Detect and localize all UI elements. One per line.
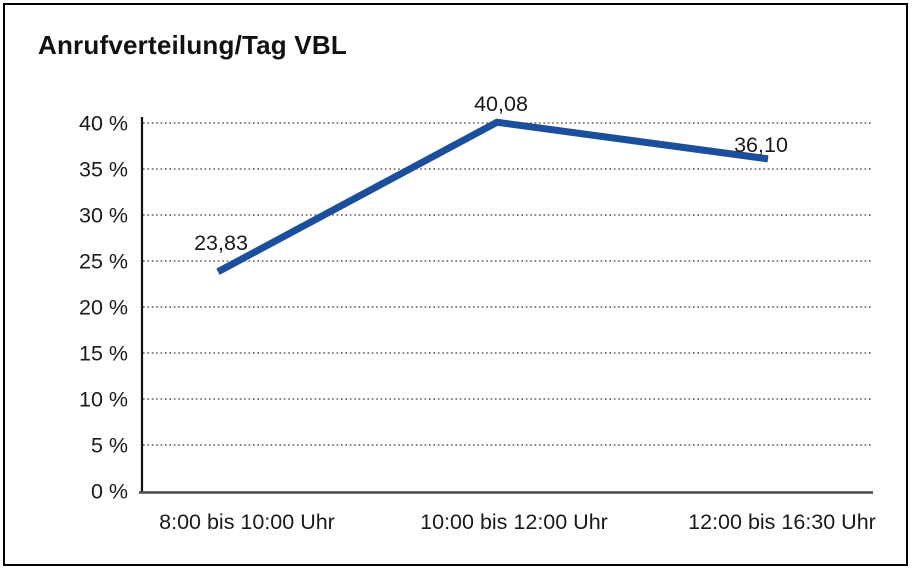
x-category-label: 8:00 bis 10:00 Uhr [159,510,335,534]
x-category-label: 12:00 bis 16:30 Uhr [688,510,876,534]
y-tick-label: 5 % [91,434,128,458]
y-tick-label: 25 % [79,250,128,274]
data-point-label: 36,10 [734,133,788,157]
y-tick-label: 20 % [79,296,128,320]
y-tick-label: 10 % [79,388,128,412]
chart-title: Anrufverteilung/Tag VBL [38,30,347,60]
x-category-label: 10:00 bis 12:00 Uhr [420,510,608,534]
data-point-label: 40,08 [474,92,528,116]
y-tick-label: 40 % [79,112,128,136]
data-point-label: 23,83 [194,231,248,255]
y-tick-label: 0 % [91,480,128,504]
y-tick-label: 30 % [79,204,128,228]
y-tick-label: 35 % [79,158,128,182]
series-line [216,118,769,275]
y-tick-label: 15 % [79,342,128,366]
chart-frame [3,3,908,566]
